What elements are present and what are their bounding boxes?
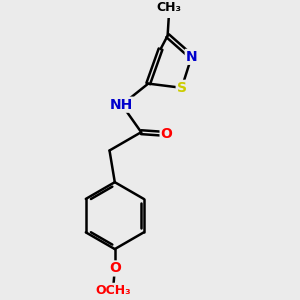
Text: NH: NH xyxy=(110,98,134,112)
Text: S: S xyxy=(177,81,187,95)
Text: OCH₃: OCH₃ xyxy=(95,284,131,297)
Text: O: O xyxy=(160,127,172,141)
Text: CH₃: CH₃ xyxy=(157,1,182,14)
Text: N: N xyxy=(186,50,197,64)
Text: O: O xyxy=(109,261,121,275)
